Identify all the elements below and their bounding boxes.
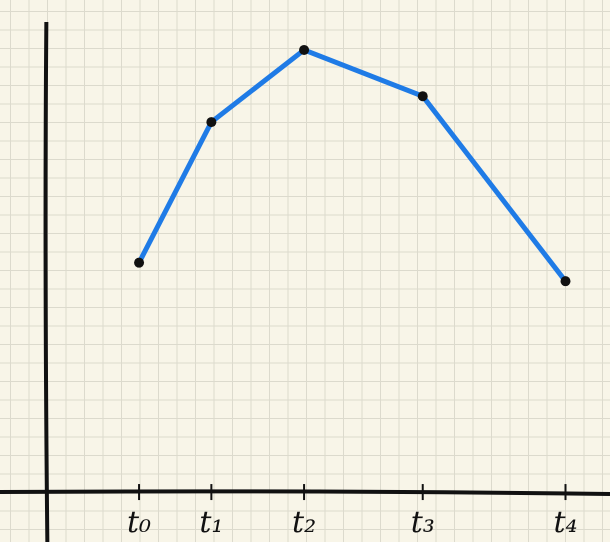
point	[134, 257, 145, 268]
point	[206, 117, 217, 128]
x-tick-label: t₀	[127, 505, 151, 540]
point	[299, 44, 310, 55]
y-axis	[43, 21, 50, 542]
line	[136, 47, 569, 284]
x-tick-label: t₄	[553, 505, 577, 540]
point	[560, 276, 571, 287]
x-axis	[0, 489, 610, 497]
x-tick-label: t₁	[199, 505, 223, 540]
x-tick-label: t₃	[411, 505, 435, 540]
x-tick-label: t₂	[292, 505, 316, 540]
point	[417, 91, 428, 102]
